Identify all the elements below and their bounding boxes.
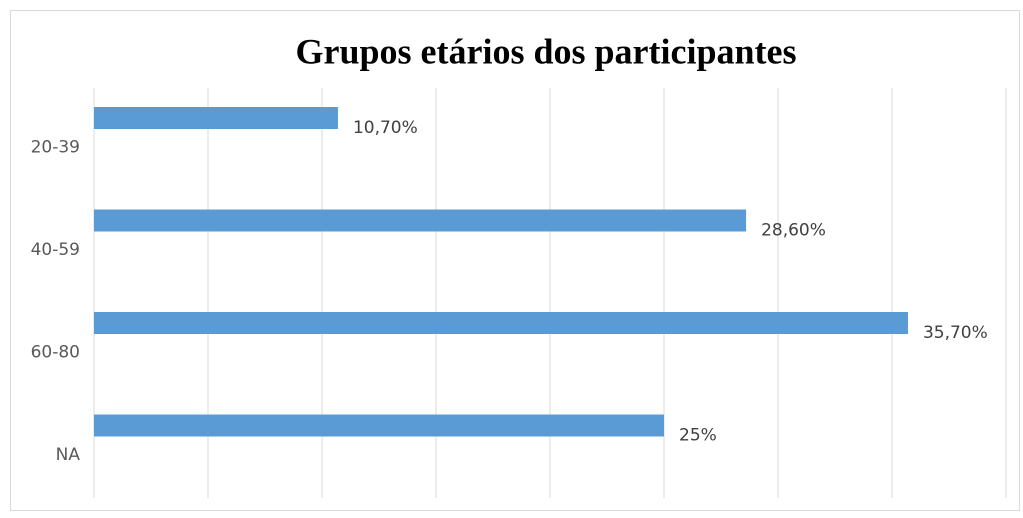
- y-tick-label: NA: [56, 445, 81, 465]
- y-tick-label: 40-59: [31, 240, 80, 260]
- chart-title: Grupos etários dos participantes: [295, 31, 796, 71]
- bar: [94, 209, 747, 232]
- y-tick-label: 20-39: [31, 137, 80, 157]
- data-label: 25%: [679, 426, 717, 446]
- y-tick-label: 60-80: [31, 342, 80, 362]
- bar: [94, 107, 338, 129]
- data-label: 10,70%: [353, 118, 418, 138]
- bar: [94, 414, 664, 437]
- bar: [94, 312, 908, 334]
- data-label: 28,60%: [761, 221, 826, 241]
- data-label: 35,70%: [923, 323, 988, 343]
